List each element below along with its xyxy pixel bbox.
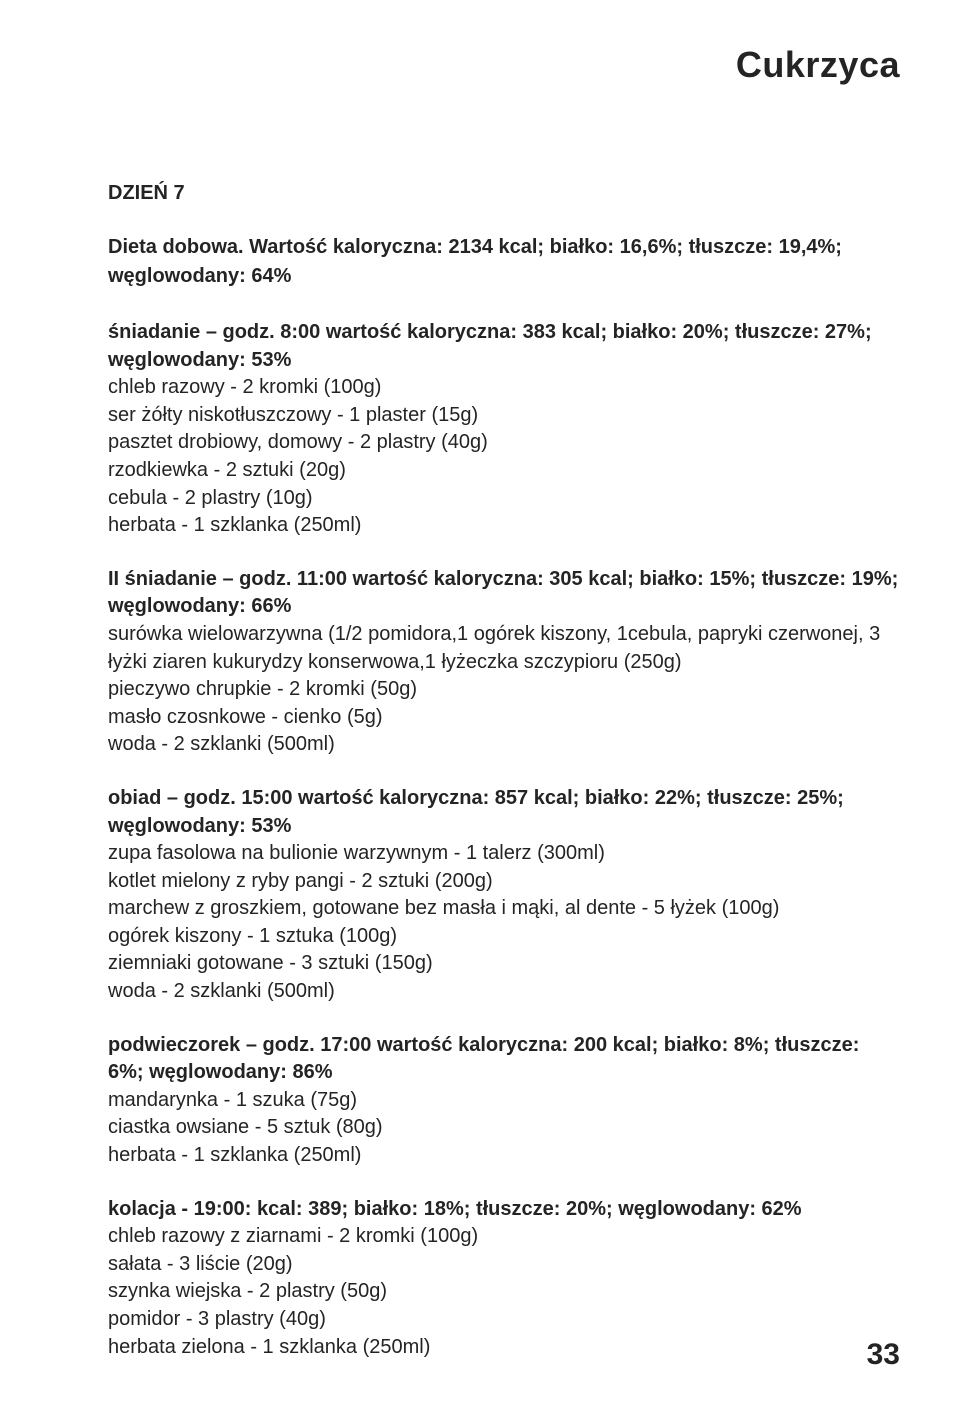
meal-item: zupa fasolowa na bulionie warzywnym - 1 … — [108, 840, 900, 868]
meal-header: obiad – godz. 15:00 wartość kaloryczna: … — [108, 785, 900, 840]
meal-item: herbata - 1 szklanka (250ml) — [108, 512, 900, 540]
meal-section: obiad – godz. 15:00 wartość kaloryczna: … — [108, 785, 900, 1006]
meal-item: mandarynka - 1 szuka (75g) — [108, 1087, 900, 1115]
meal-item: marchew z groszkiem, gotowane bez masła … — [108, 895, 900, 923]
meal-item: chleb razowy - 2 kromki (100g) — [108, 374, 900, 402]
meal-item: sałata - 3 liście (20g) — [108, 1251, 900, 1279]
meal-item: woda - 2 szklanki (500ml) — [108, 978, 900, 1006]
meal-item: kotlet mielony z ryby pangi - 2 sztuki (… — [108, 868, 900, 896]
meal-item: woda - 2 szklanki (500ml) — [108, 731, 900, 759]
meals-list: śniadanie – godz. 8:00 wartość kaloryczn… — [108, 319, 900, 1361]
meal-item: ogórek kiszony - 1 sztuka (100g) — [108, 923, 900, 951]
meal-item: pomidor - 3 plastry (40g) — [108, 1306, 900, 1334]
meal-items: zupa fasolowa na bulionie warzywnym - 1 … — [108, 840, 900, 1006]
meal-item: rzodkiewka - 2 sztuki (20g) — [108, 457, 900, 485]
meal-item: pieczywo chrupkie - 2 kromki (50g) — [108, 676, 900, 704]
meal-item: herbata zielona - 1 szklanka (250ml) — [108, 1334, 900, 1362]
meal-item: ciastka owsiane - 5 sztuk (80g) — [108, 1114, 900, 1142]
meal-item: szynka wiejska - 2 plastry (50g) — [108, 1278, 900, 1306]
meal-item: masło czosnkowe - cienko (5g) — [108, 704, 900, 732]
meal-item: chleb razowy z ziarnami - 2 kromki (100g… — [108, 1223, 900, 1251]
meal-section: podwieczorek – godz. 17:00 wartość kalor… — [108, 1032, 900, 1170]
meal-section: II śniadanie – godz. 11:00 wartość kalor… — [108, 566, 900, 759]
meal-header: kolacja - 19:00: kcal: 389; białko: 18%;… — [108, 1196, 900, 1224]
meal-items: chleb razowy - 2 kromki (100g)ser żółty … — [108, 374, 900, 540]
meal-item: surówka wielowarzywna (1/2 pomidora,1 og… — [108, 621, 900, 676]
meal-items: mandarynka - 1 szuka (75g)ciastka owsian… — [108, 1087, 900, 1170]
meal-section: śniadanie – godz. 8:00 wartość kaloryczn… — [108, 319, 900, 540]
day-heading: DZIEŃ 7 — [108, 182, 900, 205]
meal-item: pasztet drobiowy, domowy - 2 plastry (40… — [108, 429, 900, 457]
meal-items: chleb razowy z ziarnami - 2 kromki (100g… — [108, 1223, 900, 1361]
meal-item: herbata - 1 szklanka (250ml) — [108, 1142, 900, 1170]
meal-header: śniadanie – godz. 8:00 wartość kaloryczn… — [108, 319, 900, 374]
page-title: Cukrzyca — [108, 44, 900, 86]
meal-item: ser żółty niskotłuszczowy - 1 plaster (1… — [108, 402, 900, 430]
diet-summary: Dieta dobowa. Wartość kaloryczna: 2134 k… — [108, 233, 900, 291]
meal-item: ziemniaki gotowane - 3 sztuki (150g) — [108, 950, 900, 978]
meal-items: surówka wielowarzywna (1/2 pomidora,1 og… — [108, 621, 900, 759]
meal-section: kolacja - 19:00: kcal: 389; białko: 18%;… — [108, 1196, 900, 1362]
meal-item: cebula - 2 plastry (10g) — [108, 485, 900, 513]
page-number: 33 — [867, 1338, 900, 1372]
meal-header: podwieczorek – godz. 17:00 wartość kalor… — [108, 1032, 900, 1087]
meal-header: II śniadanie – godz. 11:00 wartość kalor… — [108, 566, 900, 621]
